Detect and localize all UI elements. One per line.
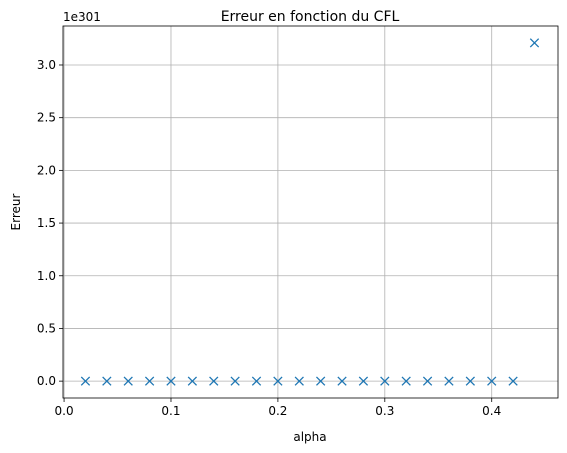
- data-point: [187, 376, 198, 386]
- x-tick-label: 0.4: [482, 404, 501, 418]
- y-axis-title: Erreur: [9, 193, 23, 230]
- x-tick-label: 0.3: [375, 404, 394, 418]
- data-point: [273, 376, 283, 386]
- data-point: [422, 376, 433, 386]
- data-point: [80, 376, 91, 386]
- data-point: [251, 376, 262, 386]
- y-tick-label: 1.5: [37, 216, 56, 230]
- grid: [63, 26, 558, 398]
- data-point: [230, 376, 240, 386]
- x-tick-label: 0.2: [268, 404, 287, 418]
- data-point: [529, 38, 540, 48]
- data-point: [487, 376, 497, 386]
- x-axis-title: alpha: [293, 430, 326, 444]
- x-tick-label: 0.0: [55, 404, 74, 418]
- data-point: [166, 376, 176, 386]
- y-tick-label: 2.0: [37, 163, 56, 177]
- data-point: [401, 376, 411, 386]
- y-tick-label: 0.5: [37, 321, 56, 335]
- data-point: [337, 376, 347, 386]
- y-tick-label: 3.0: [37, 58, 56, 72]
- y-tick-label: 0.0: [37, 374, 56, 388]
- chart-title: Erreur en fonction du CFL: [221, 9, 400, 25]
- data-point: [315, 376, 326, 386]
- data-point: [380, 376, 390, 386]
- y-tick-label: 2.5: [37, 111, 56, 125]
- data-point: [209, 376, 219, 386]
- data-point: [102, 376, 112, 386]
- x-tick-label: 0.1: [161, 404, 180, 418]
- y-offset-label: 1e301: [63, 10, 101, 24]
- data-point: [123, 376, 133, 386]
- data-point: [294, 376, 304, 386]
- ticks: 0.0 0.1 0.2 0.3 0.4 0.0 0.5 1.0 1.5 2.0 2.5 3.0: [37, 58, 501, 418]
- data-markers: [80, 38, 540, 386]
- y-tick-label: 1.0: [37, 269, 56, 283]
- data-point: [508, 376, 518, 386]
- plot-frame: [62, 25, 559, 399]
- data-point: [465, 376, 475, 386]
- data-point: [358, 376, 369, 386]
- data-point: [144, 376, 155, 386]
- data-point: [444, 376, 454, 386]
